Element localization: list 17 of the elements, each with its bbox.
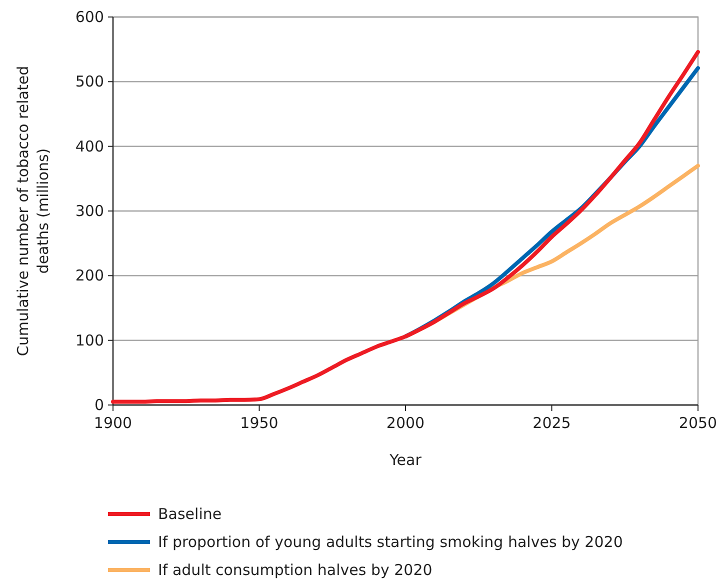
x-tick-label: 2000: [386, 414, 425, 432]
y-tick-label: 500: [75, 72, 104, 91]
legend-label: If adult consumption halves by 2020: [158, 561, 432, 579]
y-tick-label: 0: [94, 396, 104, 414]
x-tick-label: 1900: [94, 414, 132, 432]
legend-label: Baseline: [158, 505, 222, 523]
y-tick-label: 100: [75, 331, 104, 350]
x-axis-title: Year: [388, 451, 422, 469]
x-tick-label: 2025: [532, 414, 571, 432]
y-tick-label: 400: [75, 137, 104, 156]
y-tick-label: 600: [75, 8, 104, 26]
legend-label: If proportion of young adults starting smoking halves by 2020: [158, 533, 623, 551]
x-tick-label: 1950: [240, 414, 278, 432]
y-tick-label: 200: [75, 266, 104, 285]
x-tick-label: 2050: [678, 414, 718, 432]
y-tick-label: 300: [75, 202, 104, 220]
y-axis-title: Cumulative number of tobacco related deaths (millions): [14, 66, 52, 356]
